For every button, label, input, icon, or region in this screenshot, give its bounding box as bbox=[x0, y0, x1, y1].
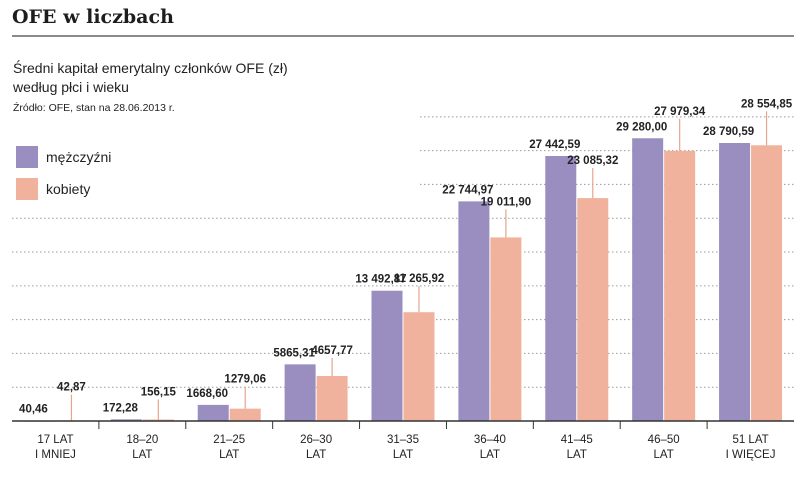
x-tick-label: 41–45 bbox=[561, 434, 593, 446]
x-tick-label: LAT bbox=[219, 449, 239, 461]
bar-men bbox=[632, 138, 664, 421]
x-tick-label: 51 LAT bbox=[732, 434, 768, 446]
value-label-women: 4657,77 bbox=[311, 345, 353, 357]
chart-subtitle: Średni kapitał emerytalny członków OFE (… bbox=[13, 59, 393, 97]
value-label-men: 172,28 bbox=[103, 402, 139, 414]
bar-women bbox=[316, 376, 348, 421]
bar-men bbox=[545, 156, 577, 421]
bar-men bbox=[197, 404, 229, 421]
x-tick-label: I WIĘCEJ bbox=[726, 449, 776, 461]
value-label-men: 1668,60 bbox=[186, 388, 228, 400]
x-tick-label: LAT bbox=[306, 449, 326, 461]
x-tick-label: 26–30 bbox=[300, 434, 332, 446]
x-tick-label: 21–25 bbox=[213, 434, 245, 446]
x-tick-label: 18–20 bbox=[126, 434, 158, 446]
bar-men bbox=[110, 419, 142, 421]
legend-swatch-men bbox=[16, 146, 38, 168]
bar-women bbox=[577, 198, 609, 421]
bar-women bbox=[403, 312, 435, 421]
subtitle-line-1: Średni kapitał emerytalny członków OFE (… bbox=[13, 60, 288, 76]
value-label-women: 1279,06 bbox=[224, 374, 266, 386]
value-label-men: 29 280,00 bbox=[616, 121, 667, 133]
value-label-men: 22 744,97 bbox=[442, 184, 493, 196]
legend-label-women: kobiety bbox=[46, 181, 91, 197]
bar-men bbox=[284, 364, 316, 421]
x-tick-label: 17 LAT bbox=[37, 434, 73, 446]
x-tick-label: I MNIEJ bbox=[35, 449, 76, 461]
legend-item-men: mężczyźni bbox=[16, 141, 111, 173]
subtitle-line-2: według płci i wieku bbox=[13, 79, 129, 95]
x-tick-label: LAT bbox=[567, 449, 587, 461]
legend-swatch-women bbox=[16, 178, 38, 200]
value-label-women: 19 011,90 bbox=[481, 196, 532, 208]
value-label-women: 23 085,32 bbox=[567, 155, 618, 167]
x-tick-label: 31–35 bbox=[387, 434, 419, 446]
bar-women bbox=[142, 419, 174, 421]
x-tick-label: LAT bbox=[393, 449, 413, 461]
x-tick-label: LAT bbox=[132, 449, 152, 461]
value-label-women: 156,15 bbox=[141, 386, 177, 398]
bar-women bbox=[751, 145, 783, 422]
title-rule bbox=[12, 35, 794, 37]
bar-women bbox=[229, 408, 261, 421]
value-label-men: 40,46 bbox=[19, 404, 48, 416]
value-label-men: 5865,31 bbox=[273, 347, 315, 359]
value-label-women: 42,87 bbox=[57, 382, 86, 394]
x-tick-label: 46–50 bbox=[648, 434, 680, 446]
source-note: Źródło: OFE, stan na 28.06.2013 r. bbox=[13, 102, 175, 114]
legend: mężczyźni kobiety bbox=[16, 141, 111, 205]
bar-women bbox=[664, 150, 696, 421]
value-label-women: 28 554,85 bbox=[741, 98, 793, 110]
bar-men bbox=[458, 201, 490, 421]
x-tick-label: LAT bbox=[480, 449, 500, 461]
chart-title: OFE w liczbach bbox=[12, 6, 174, 28]
legend-label-men: mężczyźni bbox=[46, 149, 112, 165]
bar-men bbox=[719, 142, 751, 422]
bar-men bbox=[371, 290, 403, 421]
value-label-men: 27 442,59 bbox=[529, 139, 580, 151]
x-tick-label: 36–40 bbox=[474, 434, 506, 446]
legend-item-women: kobiety bbox=[16, 173, 111, 205]
value-label-men: 28 790,59 bbox=[703, 126, 754, 138]
value-label-women: 11 265,92 bbox=[394, 273, 445, 285]
bar-women bbox=[490, 237, 522, 421]
value-label-men: 13 492,87 bbox=[355, 274, 406, 286]
value-label-women: 27 979,34 bbox=[654, 106, 706, 118]
x-tick-label: LAT bbox=[654, 449, 674, 461]
